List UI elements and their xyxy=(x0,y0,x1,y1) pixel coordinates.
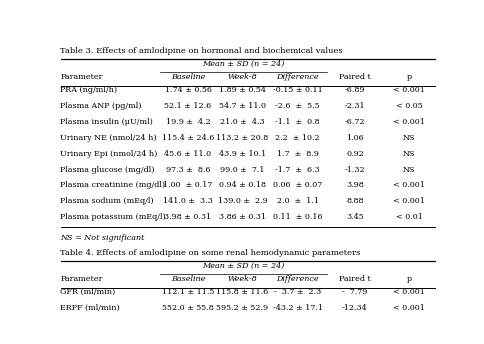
Text: -12.34: -12.34 xyxy=(342,304,368,312)
Text: 1.89 ± 0.54: 1.89 ± 0.54 xyxy=(219,86,266,94)
Text: 99.0 ±  7.1: 99.0 ± 7.1 xyxy=(220,165,265,173)
Text: Plasma creatinine (mg/dl): Plasma creatinine (mg/dl) xyxy=(60,181,166,190)
Text: 43.9 ± 10.1: 43.9 ± 10.1 xyxy=(219,150,266,158)
Text: Mean ± SD (n = 24): Mean ± SD (n = 24) xyxy=(202,262,285,270)
Text: -0.15 ± 0.11: -0.15 ± 0.11 xyxy=(272,86,322,94)
Text: 113.2 ± 20.8: 113.2 ± 20.8 xyxy=(216,134,269,142)
Text: < 0.001: < 0.001 xyxy=(393,118,425,126)
Text: 139.0 ±  2.9: 139.0 ± 2.9 xyxy=(217,197,267,205)
Text: 141.0 ±  3.3: 141.0 ± 3.3 xyxy=(163,197,213,205)
Text: < 0.001: < 0.001 xyxy=(393,181,425,190)
Text: 19.9 ±  4.2: 19.9 ± 4.2 xyxy=(166,118,211,126)
Text: Week-8: Week-8 xyxy=(227,275,257,283)
Text: -  3.7 ±  2.3: - 3.7 ± 2.3 xyxy=(274,288,321,296)
Text: NS: NS xyxy=(403,150,416,158)
Text: NS: NS xyxy=(403,134,416,142)
Text: Paired t: Paired t xyxy=(339,73,371,81)
Text: Paired t: Paired t xyxy=(339,275,371,283)
Text: 595.2 ± 52.9: 595.2 ± 52.9 xyxy=(216,304,269,312)
Text: NS = Not significant: NS = Not significant xyxy=(60,234,145,242)
Text: 115.8 ± 11.6: 115.8 ± 11.6 xyxy=(216,288,269,296)
Text: 1.00  ± 0.17: 1.00 ± 0.17 xyxy=(163,181,213,190)
Text: Plasma ANP (pg/ml): Plasma ANP (pg/ml) xyxy=(60,102,142,110)
Text: Difference: Difference xyxy=(276,73,319,81)
Text: 0.94 ± 0.18: 0.94 ± 0.18 xyxy=(219,181,266,190)
Text: 45.6 ± 11.0: 45.6 ± 11.0 xyxy=(165,150,212,158)
Text: NS: NS xyxy=(403,165,416,173)
Text: PRA (ng/ml/h): PRA (ng/ml/h) xyxy=(60,86,118,94)
Text: Plasma sodium (mEq/l): Plasma sodium (mEq/l) xyxy=(60,197,154,205)
Text: 2.0  ±  1.1: 2.0 ± 1.1 xyxy=(276,197,318,205)
Text: p: p xyxy=(407,275,412,283)
Text: -  7.79: - 7.79 xyxy=(342,288,368,296)
Text: -2.6  ±  5.5: -2.6 ± 5.5 xyxy=(275,102,320,110)
Text: 1.7  ±  8.9: 1.7 ± 8.9 xyxy=(277,150,318,158)
Text: Baseline: Baseline xyxy=(171,275,205,283)
Text: Plasma insulin (μU/ml): Plasma insulin (μU/ml) xyxy=(60,118,153,126)
Text: 552.0 ± 55.8: 552.0 ± 55.8 xyxy=(162,304,214,312)
Text: 3.98: 3.98 xyxy=(346,181,364,190)
Text: 0.92: 0.92 xyxy=(346,150,364,158)
Text: 3.45: 3.45 xyxy=(346,213,364,221)
Text: 8.88: 8.88 xyxy=(346,197,363,205)
Text: 97.3 ±  8.6: 97.3 ± 8.6 xyxy=(166,165,210,173)
Text: Urinary NE (nmol/24 h): Urinary NE (nmol/24 h) xyxy=(60,134,157,142)
Text: < 0.001: < 0.001 xyxy=(393,197,425,205)
Text: Parameter: Parameter xyxy=(60,275,103,283)
Text: -1.7  ±  6.3: -1.7 ± 6.3 xyxy=(275,165,320,173)
Text: 112.1 ± 11.5: 112.1 ± 11.5 xyxy=(162,288,214,296)
Text: 54.7 ± 11.0: 54.7 ± 11.0 xyxy=(219,102,266,110)
Text: 21.0 ±  4.3: 21.0 ± 4.3 xyxy=(220,118,265,126)
Text: -2.31: -2.31 xyxy=(345,102,365,110)
Text: -1.1  ±  0.8: -1.1 ± 0.8 xyxy=(275,118,320,126)
Text: 1.74 ± 0.56: 1.74 ± 0.56 xyxy=(165,86,212,94)
Text: p: p xyxy=(407,73,412,81)
Text: Baseline: Baseline xyxy=(171,73,205,81)
Text: Plasma glucose (mg/dl): Plasma glucose (mg/dl) xyxy=(60,165,155,173)
Text: 1.06: 1.06 xyxy=(346,134,364,142)
Text: -6.72: -6.72 xyxy=(345,118,365,126)
Text: 3.86 ± 0.31: 3.86 ± 0.31 xyxy=(219,213,266,221)
Text: 52.1 ± 12.6: 52.1 ± 12.6 xyxy=(165,102,212,110)
Text: GFR (ml/min): GFR (ml/min) xyxy=(60,288,116,296)
Text: Parameter: Parameter xyxy=(60,73,103,81)
Text: Week-8: Week-8 xyxy=(227,73,257,81)
Text: 0.11  ± 0.16: 0.11 ± 0.16 xyxy=(273,213,322,221)
Text: Table 4. Effects of amlodipine on some renal hemodynamic parameters: Table 4. Effects of amlodipine on some r… xyxy=(60,249,361,257)
Text: < 0.001: < 0.001 xyxy=(393,304,425,312)
Text: Difference: Difference xyxy=(276,275,319,283)
Text: Urinary Epi (nmol/24 h): Urinary Epi (nmol/24 h) xyxy=(60,150,158,158)
Text: < 0.01: < 0.01 xyxy=(396,213,423,221)
Text: ERPF (ml/min): ERPF (ml/min) xyxy=(60,304,120,312)
Text: 2.2  ± 10.2: 2.2 ± 10.2 xyxy=(275,134,320,142)
Text: -1.32: -1.32 xyxy=(345,165,365,173)
Text: 3.98 ± 0.31: 3.98 ± 0.31 xyxy=(165,213,212,221)
Text: 0.06  ± 0.07: 0.06 ± 0.07 xyxy=(273,181,322,190)
Text: -6.89: -6.89 xyxy=(345,86,365,94)
Text: Mean ± SD (n = 24): Mean ± SD (n = 24) xyxy=(202,60,285,67)
Text: -43.2 ± 17.1: -43.2 ± 17.1 xyxy=(272,304,322,312)
Text: 115.4 ± 24.6: 115.4 ± 24.6 xyxy=(162,134,214,142)
Text: < 0.05: < 0.05 xyxy=(396,102,423,110)
Text: < 0.001: < 0.001 xyxy=(393,288,425,296)
Text: Table 3. Effects of amlodipine on hormonal and biochemical values: Table 3. Effects of amlodipine on hormon… xyxy=(60,46,343,55)
Text: Plasma potassium (mEq/l): Plasma potassium (mEq/l) xyxy=(60,213,166,221)
Text: < 0.001: < 0.001 xyxy=(393,86,425,94)
